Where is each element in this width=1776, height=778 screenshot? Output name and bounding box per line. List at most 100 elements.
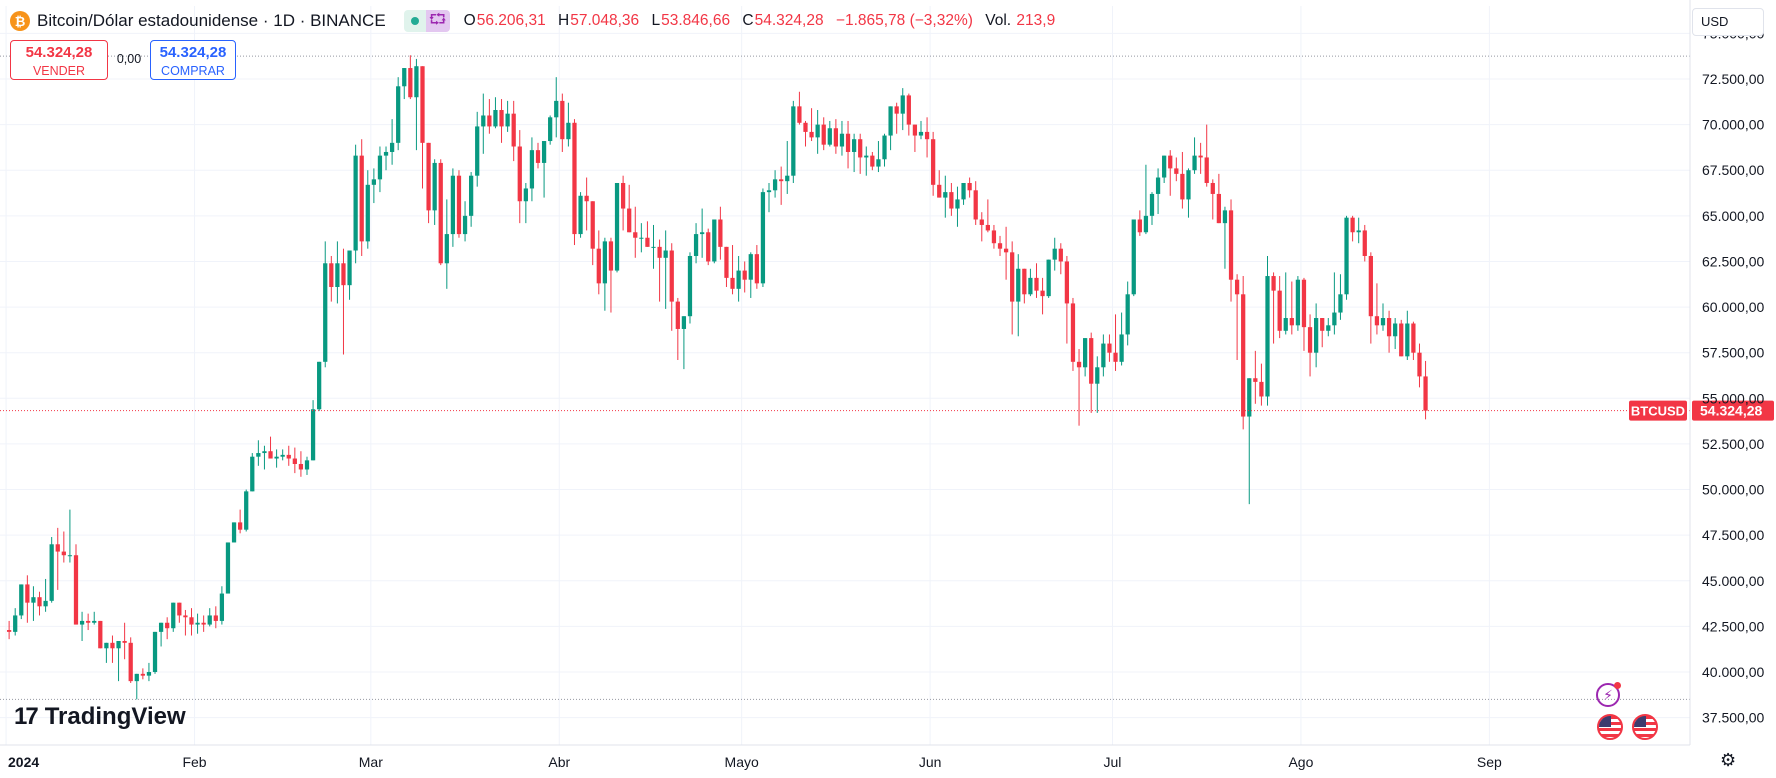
- candle: [146, 662, 152, 682]
- candle-body: [207, 615, 212, 625]
- candle-body: [347, 250, 352, 286]
- candle-body: [900, 95, 905, 114]
- tradingview-logo: 17 TradingView: [14, 703, 186, 730]
- time-axis: 2024 Feb Mar Abr Mayo Jun Jul Ago Sep: [0, 744, 1690, 770]
- candle-body: [912, 124, 918, 136]
- candle: [110, 635, 115, 663]
- candle: [614, 182, 620, 273]
- candle-body: [918, 131, 924, 136]
- candle-body: [469, 175, 474, 216]
- tradingview-logo-icon: 17: [14, 703, 39, 730]
- candle: [1301, 277, 1307, 351]
- candle: [134, 673, 139, 700]
- candle-body: [389, 142, 395, 152]
- candle-body: [1289, 318, 1294, 326]
- candle: [420, 66, 425, 189]
- candle: [931, 131, 936, 196]
- sell-button[interactable]: 54.324,28 VENDER: [10, 40, 108, 80]
- candle-body: [1405, 323, 1410, 357]
- candle-body: [1204, 157, 1209, 183]
- candle: [1107, 334, 1112, 362]
- candle: [1283, 272, 1288, 335]
- candle: [1003, 226, 1009, 280]
- candle-body: [1070, 303, 1076, 362]
- candle-body: [894, 106, 899, 114]
- currency-select[interactable]: USD: [1692, 8, 1764, 36]
- candle: [389, 119, 395, 165]
- candle-body: [1022, 268, 1027, 295]
- candle-body: [1010, 252, 1015, 302]
- candle-body: [523, 188, 528, 202]
- candle-body: [997, 243, 1003, 249]
- candle: [292, 447, 297, 474]
- buy-button[interactable]: 54.324,28 COMPRAR: [150, 40, 236, 80]
- candle-body: [1046, 259, 1051, 297]
- candle-body: [231, 522, 237, 543]
- candle: [1289, 281, 1294, 335]
- open-value: 56.206,31: [476, 12, 546, 29]
- candle-body: [1295, 279, 1301, 326]
- candle: [1192, 137, 1197, 174]
- candle: [1253, 350, 1258, 404]
- candle-body: [353, 155, 358, 251]
- candle: [1076, 349, 1082, 426]
- candle: [219, 586, 225, 625]
- candle: [268, 436, 273, 459]
- candle-body: [171, 602, 176, 629]
- share-icon[interactable]: ⮔: [425, 10, 450, 32]
- candle-body: [645, 237, 650, 247]
- candle: [870, 151, 875, 171]
- candle-body: [1192, 155, 1197, 171]
- y-tick-label: 62.500,00: [1702, 253, 1764, 269]
- candle-body: [1417, 352, 1422, 377]
- candle: [1374, 283, 1380, 335]
- us-flag-icon[interactable]: [1597, 714, 1623, 740]
- candle: [693, 223, 699, 264]
- candle-body: [779, 179, 784, 182]
- change-value: −1.865,78 (−3,32%): [835, 12, 973, 29]
- candle: [572, 119, 577, 246]
- candle: [1070, 297, 1076, 371]
- candle-body: [1350, 217, 1355, 233]
- candle: [967, 177, 972, 198]
- candle: [815, 110, 820, 154]
- candle: [669, 243, 674, 331]
- candle: [1356, 217, 1361, 244]
- candle-body: [554, 100, 559, 118]
- candle-body: [1113, 352, 1118, 362]
- candle: [1174, 157, 1179, 182]
- us-flag-icon[interactable]: [1632, 714, 1658, 740]
- candle: [627, 184, 632, 233]
- candle-body: [116, 640, 121, 649]
- candle: [43, 578, 48, 612]
- x-tick-label: Feb: [182, 754, 206, 770]
- settings-icon[interactable]: ⚙: [1720, 750, 1737, 770]
- candle: [1271, 272, 1276, 344]
- candle: [1028, 268, 1033, 297]
- last-price-label: 54.324,28: [1700, 403, 1762, 419]
- candle: [1113, 314, 1118, 371]
- candle: [1040, 277, 1045, 315]
- candle: [1295, 276, 1301, 331]
- candle: [590, 201, 595, 266]
- candle-body: [888, 106, 893, 136]
- candle: [1277, 276, 1282, 339]
- candle: [329, 255, 334, 302]
- y-tick-label: 72.500,00: [1702, 71, 1764, 87]
- candle: [596, 230, 601, 295]
- candle: [177, 602, 182, 623]
- status-pill[interactable]: ⮔: [403, 10, 450, 32]
- flash-icon[interactable]: ⚡: [1596, 682, 1621, 707]
- candle: [742, 261, 747, 293]
- candle-body: [602, 241, 608, 284]
- symbol-title[interactable]: Bitcoin/Dólar estadounidense · 1D · BINA…: [37, 11, 386, 30]
- candle-body: [25, 584, 30, 603]
- candle-body: [1332, 312, 1337, 326]
- candle: [1338, 274, 1343, 320]
- candle: [1411, 321, 1416, 360]
- candle-body: [122, 640, 127, 643]
- candle-body: [310, 409, 316, 461]
- candle: [1265, 255, 1270, 406]
- candle: [1307, 314, 1313, 377]
